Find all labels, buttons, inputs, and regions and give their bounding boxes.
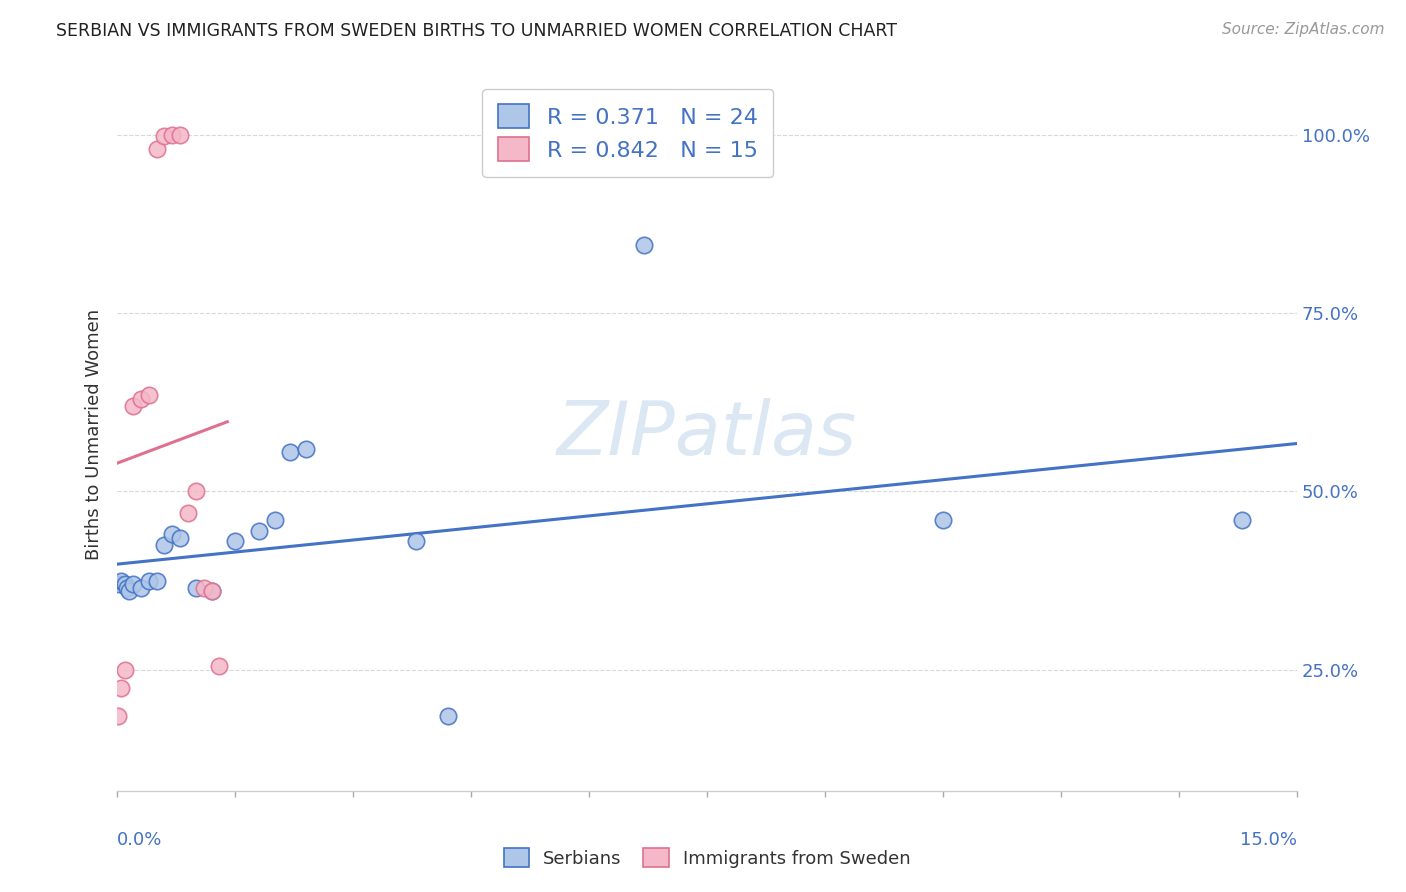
Point <box>145 574 167 588</box>
Point <box>405 534 427 549</box>
Text: ZIPatlas: ZIPatlas <box>557 399 858 470</box>
Point <box>138 574 160 588</box>
Point <box>138 388 160 402</box>
Point <box>224 534 246 549</box>
Point <box>129 581 152 595</box>
Legend: Serbians, Immigrants from Sweden: Serbians, Immigrants from Sweden <box>496 840 918 875</box>
Point <box>110 574 132 588</box>
Point <box>263 513 285 527</box>
Point <box>122 399 145 413</box>
Point <box>169 531 191 545</box>
Point <box>177 506 200 520</box>
Text: 15.0%: 15.0% <box>1240 831 1298 849</box>
Point <box>436 709 458 723</box>
Point <box>208 659 231 673</box>
Point <box>122 577 145 591</box>
Point <box>107 577 129 591</box>
Point <box>107 709 129 723</box>
Point <box>129 392 152 406</box>
Point <box>153 538 176 552</box>
Point <box>114 577 136 591</box>
Point <box>110 681 132 695</box>
Point <box>278 445 301 459</box>
Text: Source: ZipAtlas.com: Source: ZipAtlas.com <box>1222 22 1385 37</box>
Point <box>118 584 141 599</box>
Point <box>200 584 222 599</box>
Point <box>162 527 184 541</box>
Point <box>247 524 270 538</box>
Text: SERBIAN VS IMMIGRANTS FROM SWEDEN BIRTHS TO UNMARRIED WOMEN CORRELATION CHART: SERBIAN VS IMMIGRANTS FROM SWEDEN BIRTHS… <box>56 22 897 40</box>
Point <box>114 663 136 677</box>
Text: 0.0%: 0.0% <box>117 831 163 849</box>
Point <box>1230 513 1253 527</box>
Point <box>115 581 138 595</box>
Point <box>193 581 215 595</box>
Point <box>633 238 655 252</box>
Point <box>153 128 176 143</box>
Point <box>932 513 955 527</box>
Point <box>184 484 207 499</box>
Point <box>200 584 222 599</box>
Point <box>162 128 184 142</box>
Y-axis label: Births to Unmarried Women: Births to Unmarried Women <box>86 309 103 560</box>
Point <box>295 442 318 456</box>
Point <box>184 581 207 595</box>
Point <box>169 128 191 142</box>
Point <box>145 142 167 156</box>
